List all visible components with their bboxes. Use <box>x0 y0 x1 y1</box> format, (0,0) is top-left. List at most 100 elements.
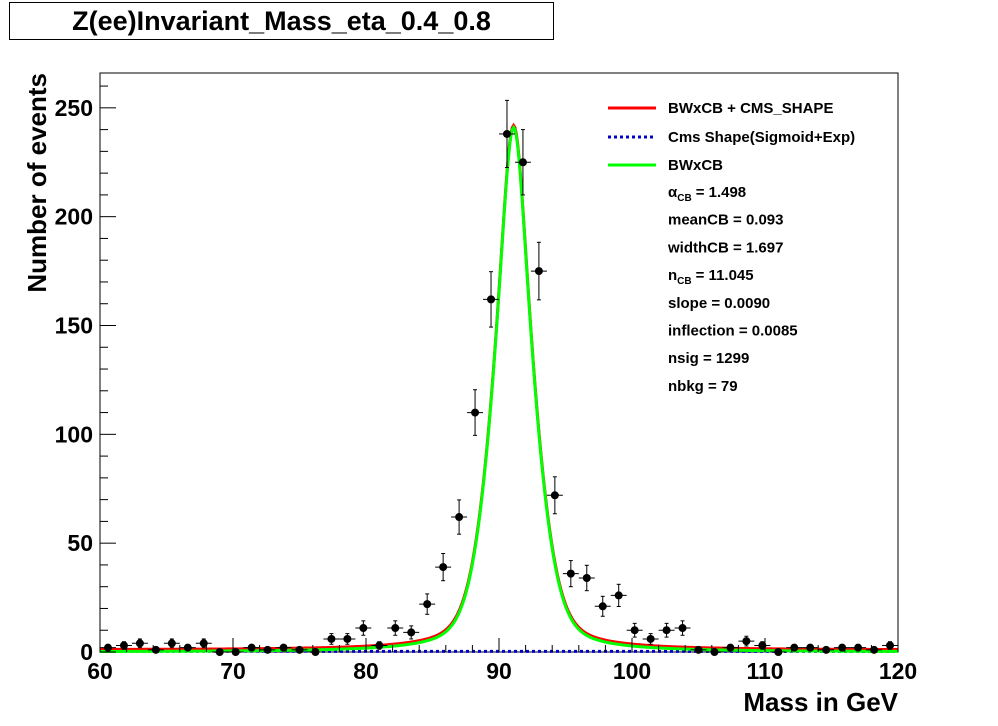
data-marker <box>263 645 272 654</box>
data-point <box>738 635 755 647</box>
data-points <box>100 99 898 656</box>
data-marker <box>678 624 687 633</box>
data-point <box>179 643 196 652</box>
data-marker <box>726 643 735 652</box>
data-point <box>546 476 563 515</box>
data-marker <box>822 645 831 654</box>
param-slope: slope = 0.0090 <box>668 295 770 312</box>
data-marker <box>167 639 176 648</box>
data-point <box>578 564 595 592</box>
param-alpha: αCB = 1.498 <box>668 184 746 204</box>
x-axis-label: Mass in GeV <box>743 687 898 717</box>
data-marker <box>838 643 847 652</box>
data-marker <box>455 513 464 522</box>
data-point <box>115 641 132 650</box>
data-point <box>770 648 787 656</box>
curve-signal <box>99 124 899 653</box>
legend: BWxCB + CMS_SHAPE Cms Shape(Sigmoid+Exp)… <box>608 100 855 395</box>
data-marker <box>614 591 623 600</box>
data-point <box>387 620 404 636</box>
data-marker <box>151 645 160 654</box>
data-marker <box>231 648 240 656</box>
data-point <box>674 620 691 636</box>
y-tick-label: 250 <box>55 95 93 121</box>
data-point <box>690 645 707 654</box>
data-marker <box>487 295 496 304</box>
data-point <box>850 643 867 652</box>
param-n-sub: CB <box>677 276 691 287</box>
param-n-symbol: n <box>668 267 677 284</box>
data-marker <box>311 648 320 656</box>
y-axis-label: Number of events <box>22 73 52 293</box>
y-tick-label: 50 <box>67 530 93 556</box>
data-point <box>642 633 659 645</box>
x-tick-label: 80 <box>353 658 379 684</box>
data-marker <box>630 626 639 635</box>
data-marker <box>710 648 719 656</box>
plot-frame <box>99 72 899 653</box>
data-marker <box>550 491 559 500</box>
data-point <box>275 643 292 652</box>
y-tick-label: 200 <box>55 204 93 230</box>
data-point <box>307 648 324 656</box>
data-point <box>610 583 627 608</box>
data-point <box>834 643 851 652</box>
data-point <box>514 129 531 196</box>
data-marker <box>886 641 895 650</box>
data-marker <box>566 569 575 578</box>
data-point <box>530 241 547 301</box>
legend-label-background: Cms Shape(Sigmoid+Exp) <box>668 129 855 146</box>
data-point <box>882 641 898 650</box>
chart-title: Z(ee)Invariant_Mass_eta_0.4_0.8 <box>72 5 491 36</box>
data-marker <box>279 643 288 652</box>
data-marker <box>774 648 783 656</box>
data-marker <box>295 645 304 654</box>
x-tick-label: 110 <box>746 658 783 684</box>
data-point <box>562 560 579 588</box>
data-marker <box>215 648 224 656</box>
data-point <box>706 648 723 656</box>
y-tick-label: 100 <box>55 421 93 447</box>
data-marker <box>790 643 799 652</box>
y-tick-label: 0 <box>80 639 93 665</box>
x-tick-label: 120 <box>879 658 917 684</box>
data-marker <box>518 158 527 167</box>
data-marker <box>375 641 384 650</box>
data-point <box>100 643 116 652</box>
data-point <box>163 638 180 649</box>
legend-label-signal: BWxCB <box>668 157 723 174</box>
data-marker <box>502 129 511 138</box>
data-marker <box>646 634 655 643</box>
data-point <box>451 499 468 535</box>
param-alpha-sub: CB <box>677 193 691 204</box>
data-marker <box>662 626 671 635</box>
param-alpha-value: = 1.498 <box>696 184 746 201</box>
data-marker <box>423 600 432 609</box>
data-point <box>467 389 484 436</box>
data-point <box>211 648 228 656</box>
data-point <box>291 645 308 654</box>
param-alpha-symbol: α <box>668 184 678 201</box>
param-n: nCB = 11.045 <box>668 267 754 287</box>
param-nsig: nsig = 1299 <box>668 350 749 367</box>
data-marker <box>119 641 128 650</box>
data-point <box>483 271 499 328</box>
fit-curves <box>99 122 899 653</box>
data-point <box>419 593 436 615</box>
data-point <box>227 648 244 656</box>
data-point <box>594 595 611 617</box>
data-marker <box>534 267 543 276</box>
data-point <box>786 643 803 652</box>
data-marker <box>103 643 112 652</box>
data-marker <box>742 637 751 646</box>
data-marker <box>183 643 192 652</box>
data-point <box>802 643 819 652</box>
data-point <box>754 641 771 650</box>
data-point <box>818 645 835 654</box>
data-point <box>866 645 883 654</box>
data-marker <box>391 624 400 633</box>
data-marker <box>135 639 144 648</box>
param-inflection: inflection = 0.0085 <box>668 323 798 340</box>
legend-label-total: BWxCB + CMS_SHAPE <box>668 100 833 117</box>
data-point <box>323 633 340 645</box>
